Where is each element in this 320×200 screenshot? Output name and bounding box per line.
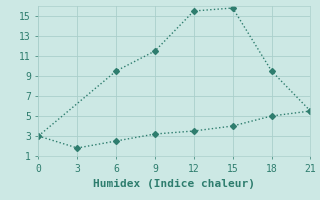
X-axis label: Humidex (Indice chaleur): Humidex (Indice chaleur) [93,179,255,189]
